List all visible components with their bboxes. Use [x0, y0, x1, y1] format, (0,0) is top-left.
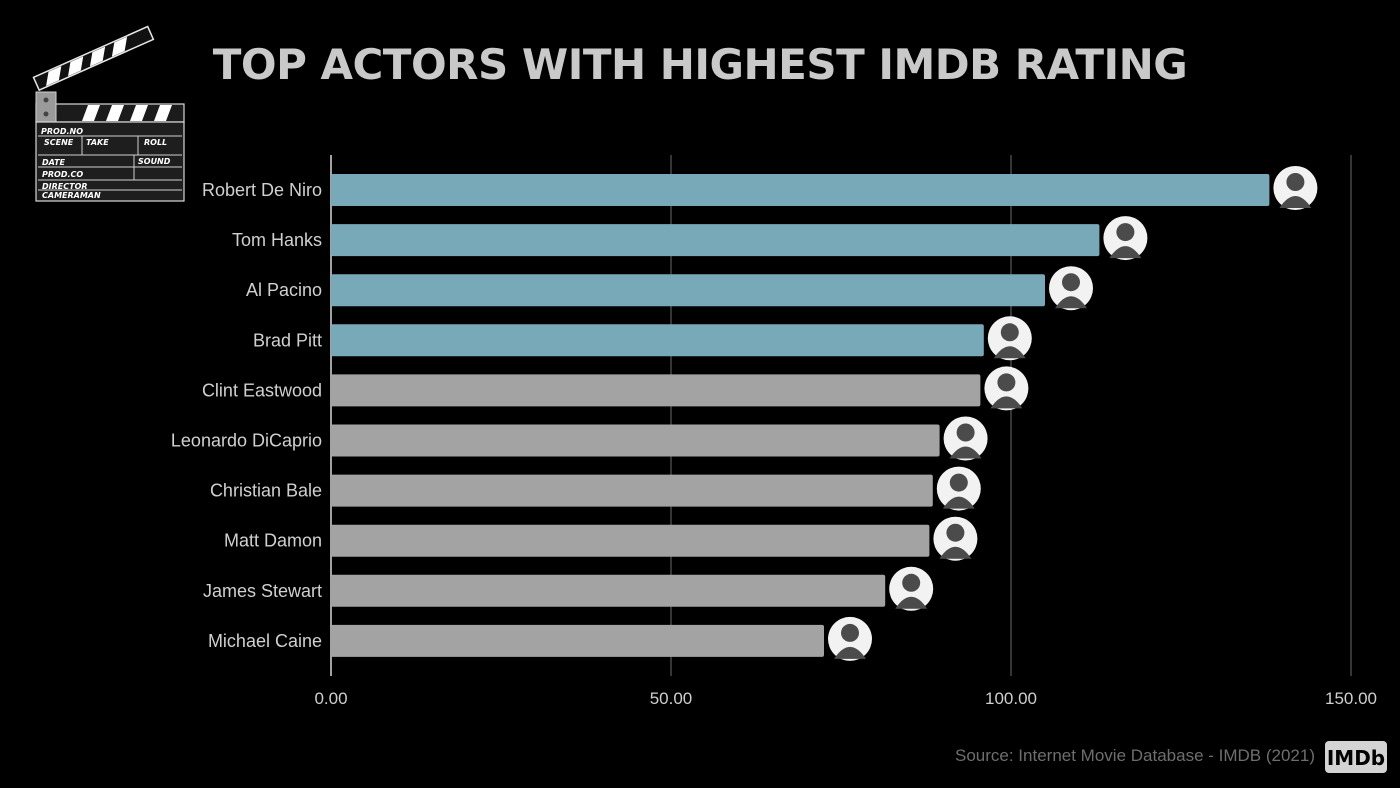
bar [331, 274, 1045, 307]
category-label: Brad Pitt [253, 330, 322, 350]
clapboard-label: SCENE [44, 138, 74, 147]
avatar-head [1062, 273, 1080, 292]
avatar-body [1109, 246, 1142, 259]
avatar-head [902, 573, 921, 592]
clapboard-label: TAKE [86, 138, 109, 147]
bars [331, 174, 1270, 657]
avatar-body [895, 596, 928, 609]
category-label: Christian Bale [210, 481, 322, 501]
category-label: Clint Eastwood [202, 380, 322, 400]
imdb-logo: IMDb [1325, 741, 1387, 773]
category-label: Leonardo DiCaprio [171, 431, 322, 451]
category-label: James Stewart [203, 581, 322, 601]
bar [331, 574, 886, 607]
avatar-head [956, 423, 975, 442]
avatar [1103, 216, 1148, 261]
avatar-body [834, 646, 866, 659]
bar [331, 174, 1270, 206]
category-label: Al Pacino [246, 280, 322, 300]
clapboard-label: DIRECTOR [42, 182, 88, 191]
x-tick-label: 50.00 [650, 689, 693, 708]
chart-title: TOP ACTORS WITH HIGHEST IMDB RATING [212, 40, 1188, 89]
source-note: Source: Internet Movie Database - IMDB (… [955, 746, 1315, 765]
category-labels: Robert De Niro Tom Hanks Al Pacino Brad Pit… [171, 180, 322, 651]
avatar [1273, 166, 1318, 210]
bar [331, 224, 1100, 257]
avatar [987, 316, 1032, 361]
actor-avatars [828, 166, 1318, 661]
clapboard-label: PROD.NO [41, 127, 83, 136]
clapboard-label: SOUND [138, 157, 171, 166]
avatar-head [1116, 223, 1135, 242]
avatar-head [841, 623, 859, 642]
bar [331, 424, 940, 457]
clapboard-label: CAMERAMAN [42, 191, 101, 200]
avatar-body [990, 396, 1023, 409]
x-axis-ticks: 0.00 50.00 100.00 150.00 [314, 689, 1377, 708]
avatar-head [946, 523, 965, 542]
avatar-body [1279, 196, 1312, 208]
avatar-body [942, 496, 975, 509]
clapboard-label: DATE [42, 158, 66, 167]
avatar [828, 616, 872, 661]
avatar-head [949, 473, 968, 492]
avatar-body [1055, 296, 1087, 309]
avatar [1049, 266, 1093, 311]
category-label: Michael Caine [208, 631, 322, 651]
x-tick-label: 0.00 [314, 689, 347, 708]
avatar [889, 566, 934, 611]
bar [331, 374, 981, 407]
avatar [936, 466, 981, 511]
bar [331, 474, 933, 507]
category-label: Tom Hanks [232, 230, 322, 250]
avatar-body [993, 346, 1026, 359]
x-tick-label: 150.00 [1325, 689, 1377, 708]
bar [331, 524, 930, 557]
avatar [943, 416, 988, 461]
imdb-logo-text: IMDb [1327, 746, 1385, 770]
avatar-head [1286, 173, 1305, 191]
avatar-head [1000, 323, 1019, 342]
bar [331, 624, 824, 657]
avatar [984, 366, 1029, 411]
avatar-body [949, 446, 982, 459]
category-label: Robert De Niro [202, 180, 322, 200]
x-tick-label: 100.00 [985, 689, 1037, 708]
category-label: Matt Damon [224, 531, 322, 551]
clapboard-label: ROLL [144, 138, 167, 147]
avatar [933, 516, 978, 561]
bar [331, 324, 984, 357]
clapboard-label: PROD.CO [42, 170, 83, 179]
avatar-body [939, 546, 972, 559]
clapboard-icon: PROD.NO SCENE TAKE ROLL DATE SOUND PROD.… [32, 25, 185, 202]
avatar-head [997, 373, 1016, 392]
